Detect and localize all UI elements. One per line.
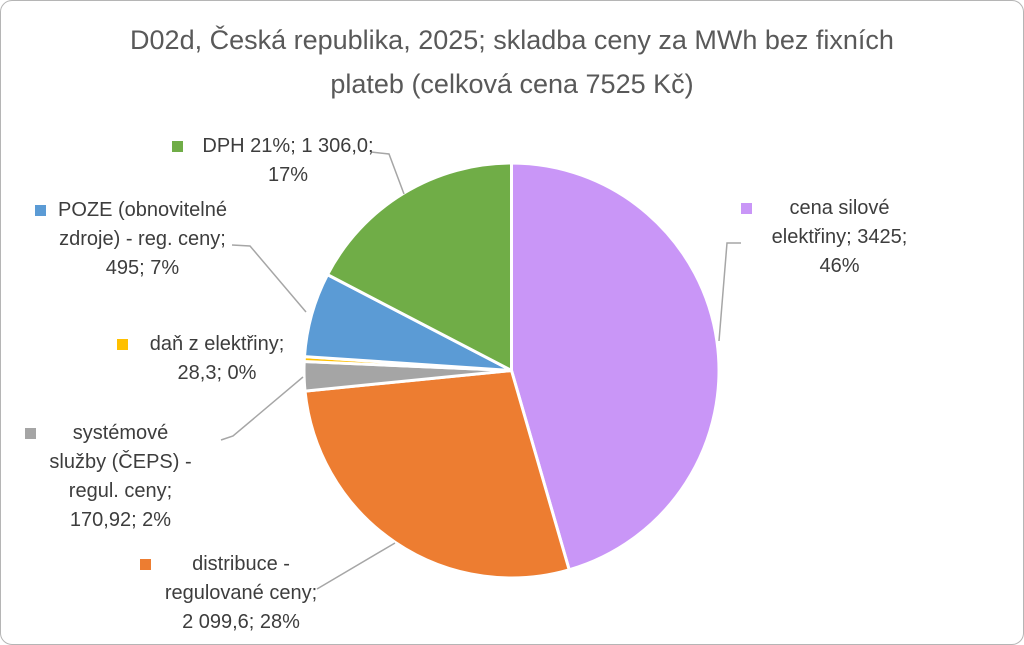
leader-line-cena-silove xyxy=(718,242,741,342)
pie-label-distribuce-line1: distribuce - xyxy=(192,553,290,575)
pie-label-distribuce: distribuce - regulované ceny; 2 099,6; 2… xyxy=(157,550,325,637)
pie-label-system-line3: regul. ceny; xyxy=(68,480,173,502)
pie-label-distribuce-line3: 2 099,6; 28% xyxy=(182,611,300,633)
legend-marker-dph xyxy=(172,141,183,152)
pie-label-cena-line3: 46% xyxy=(819,255,860,277)
pie-label-dan-line1: daň z elektřiny; xyxy=(149,333,285,355)
chart-title-line2: plateb (celková cena 7525 Kč) xyxy=(330,69,694,99)
legend-marker-poze xyxy=(35,205,46,216)
pie-label-cena-line2: elektřiny; 3425; xyxy=(771,226,908,248)
chart-title: D02d, Česká republika, 2025; skladba cen… xyxy=(52,18,972,106)
pie-label-dph-line2: 17% xyxy=(267,164,309,186)
leader-line-dph xyxy=(370,151,405,195)
leader-line-systemove-sluzby xyxy=(220,376,304,441)
legend-marker-systemove-sluzby xyxy=(25,428,36,439)
pie-label-system-line1: systémové xyxy=(72,422,169,444)
pie-label-system-line2: služby (ČEPS) - xyxy=(49,451,192,473)
pie-label-cena-line1: cena silové xyxy=(789,197,890,219)
legend-marker-dan-z-elektriny xyxy=(117,339,128,350)
pie-label-cena-silove: cena silové elektřiny; 3425; 46% xyxy=(757,194,922,281)
pie-label-system-line4: 170,92; 2% xyxy=(69,509,172,531)
pie-slice-distribuce xyxy=(303,369,571,580)
pie-label-poze-line3: 495; 7% xyxy=(105,257,180,279)
pie-label-systemove-sluzby: systémové služby (ČEPS) - regul. ceny; 1… xyxy=(43,419,198,535)
pie-label-poze: POZE (obnovitelné zdroje) - reg. ceny; 4… xyxy=(50,196,235,283)
pie-slice-cena-silove xyxy=(510,161,721,572)
legend-marker-distribuce xyxy=(140,559,151,570)
chart-title-line1: D02d, Česká republika, 2025; skladba cen… xyxy=(130,25,894,55)
pie-label-dph: DPH 21%; 1 306,0; 17% xyxy=(190,132,386,190)
leader-line-distribuce xyxy=(316,542,396,590)
pie-label-dan-z-elektriny: daň z elektřiny; 28,3; 0% xyxy=(132,330,302,388)
legend-marker-cena-silove xyxy=(741,203,752,214)
pie-label-poze-line1: POZE (obnovitelné xyxy=(58,199,227,221)
pie-label-distribuce-line2: regulované ceny; xyxy=(164,582,318,604)
pie-label-dan-line2: 28,3; 0% xyxy=(177,362,257,384)
pie-label-poze-line2: zdroje) - reg. ceny; xyxy=(59,228,226,250)
pie-label-dph-line1: DPH 21%; 1 306,0; xyxy=(202,135,374,157)
leader-line-poze xyxy=(231,244,307,313)
